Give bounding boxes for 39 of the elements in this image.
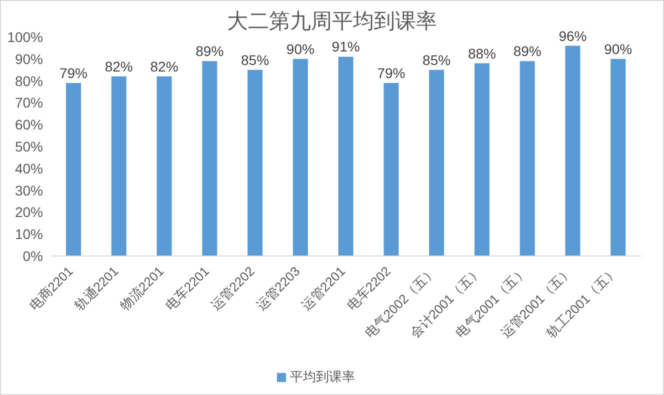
data-label: 90%	[286, 40, 314, 57]
y-tick-label: 70%	[14, 94, 43, 111]
bar	[474, 63, 490, 256]
y-tick-label: 60%	[14, 116, 43, 133]
y-tick-label: 100%	[7, 28, 43, 45]
legend-label: 平均到课率	[290, 369, 355, 384]
data-label: 85%	[422, 52, 451, 68]
bar	[292, 58, 308, 256]
bar	[111, 76, 126, 256]
bar	[202, 61, 218, 256]
data-label: 90%	[604, 40, 632, 57]
bar	[565, 46, 580, 256]
data-label: 79%	[377, 64, 406, 81]
data-label: 96%	[558, 28, 587, 44]
data-label: 89%	[196, 43, 224, 60]
bar	[610, 58, 626, 256]
y-tick-label: 50%	[14, 138, 43, 154]
bar	[338, 56, 354, 256]
data-label: 85%	[241, 52, 270, 68]
chart-title: 大二第九周平均到课率	[227, 9, 437, 33]
data-label: 82%	[150, 58, 178, 74]
y-tick-label: 80%	[14, 72, 43, 89]
bar	[384, 82, 399, 256]
bar	[429, 70, 444, 256]
data-label: 88%	[468, 45, 496, 62]
y-tick-label: 30%	[14, 182, 43, 198]
bar	[156, 76, 172, 256]
bar	[66, 82, 81, 256]
bar	[520, 61, 535, 256]
data-label: 91%	[332, 38, 360, 55]
y-tick-label: 0%	[22, 248, 43, 264]
bar	[248, 70, 263, 256]
y-tick-label: 40%	[14, 160, 43, 176]
data-label: 79%	[59, 64, 88, 81]
y-tick-label: 10%	[14, 226, 43, 242]
y-tick-label: 20%	[14, 204, 43, 220]
data-label: 82%	[104, 58, 133, 74]
data-label: 89%	[513, 43, 542, 60]
y-tick-label: 90%	[14, 50, 43, 67]
